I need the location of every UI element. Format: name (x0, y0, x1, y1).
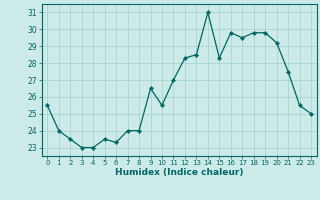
X-axis label: Humidex (Indice chaleur): Humidex (Indice chaleur) (115, 168, 244, 177)
